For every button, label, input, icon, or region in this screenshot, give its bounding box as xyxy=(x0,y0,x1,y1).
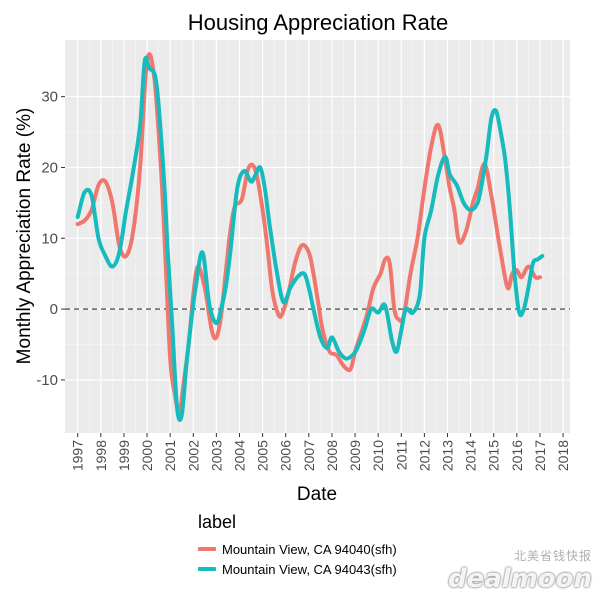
x-tick-label: 2012 xyxy=(416,440,432,471)
x-tick-label: 2008 xyxy=(324,440,340,471)
plot-panel xyxy=(65,40,570,433)
x-tick-label: 2000 xyxy=(139,440,155,471)
x-tick-label: 1998 xyxy=(93,440,109,471)
x-tick-label: 1997 xyxy=(70,440,86,471)
x-axis-label: Date xyxy=(297,484,337,505)
x-tick-label: 2004 xyxy=(231,440,247,471)
legend: label Mountain View, CA 94040(sfh) Mount… xyxy=(198,512,458,579)
x-tick-label: 1999 xyxy=(116,440,132,471)
chart-title: Housing Appreciation Rate xyxy=(188,10,449,35)
legend-item-94040: Mountain View, CA 94040(sfh) xyxy=(198,539,458,559)
series-94040-line xyxy=(75,52,542,415)
x-tick-label: 2002 xyxy=(185,440,201,471)
y-axis-ticks: -10 0 10 20 30 xyxy=(36,89,65,389)
series-layer xyxy=(75,52,545,422)
y-tick-label: 10 xyxy=(41,230,58,247)
x-tick-label: 2016 xyxy=(509,440,525,471)
watermark-cn: 北美省钱快报 xyxy=(513,549,592,563)
series-94043-line xyxy=(75,55,545,422)
y-tick-label: 0 xyxy=(50,301,58,318)
y-axis-label: Monthly Appreciation Rate (%) xyxy=(14,108,35,365)
x-tick-label: 2009 xyxy=(347,440,363,471)
x-tick-label: 2010 xyxy=(370,440,386,471)
legend-item-94043: Mountain View, CA 94043(sfh) xyxy=(198,559,458,579)
y-tick-label: -10 xyxy=(36,372,58,389)
watermark-logo: dealmoon xyxy=(447,564,592,594)
x-tick-label: 2017 xyxy=(532,440,548,471)
legend-swatch-94043 xyxy=(198,567,216,571)
legend-swatch-94040 xyxy=(198,547,216,551)
x-tick-label: 2005 xyxy=(255,440,271,471)
legend-label-94040: Mountain View, CA 94040(sfh) xyxy=(222,541,397,557)
legend-label-94043: Mountain View, CA 94043(sfh) xyxy=(222,561,397,577)
x-tick-label: 2014 xyxy=(463,440,479,471)
x-tick-label: 2015 xyxy=(486,440,502,471)
x-tick-label: 2003 xyxy=(208,440,224,471)
watermark: 北美省钱快报 dealmoon xyxy=(448,547,592,594)
x-tick-label: 2001 xyxy=(162,440,178,471)
x-tick-label: 2013 xyxy=(440,440,456,471)
x-tick-label: 2007 xyxy=(301,440,317,471)
y-tick-label: 30 xyxy=(41,89,58,106)
x-tick-label: 2006 xyxy=(278,440,294,471)
y-tick-label: 20 xyxy=(41,159,58,176)
x-tick-label: 2018 xyxy=(555,440,571,471)
x-axis-ticks: 1997 1998 1999 2000 2001 2002 2003 2004 2005 2006… xyxy=(70,433,571,471)
x-tick-label: 2011 xyxy=(393,440,409,470)
legend-title: label xyxy=(198,512,237,532)
